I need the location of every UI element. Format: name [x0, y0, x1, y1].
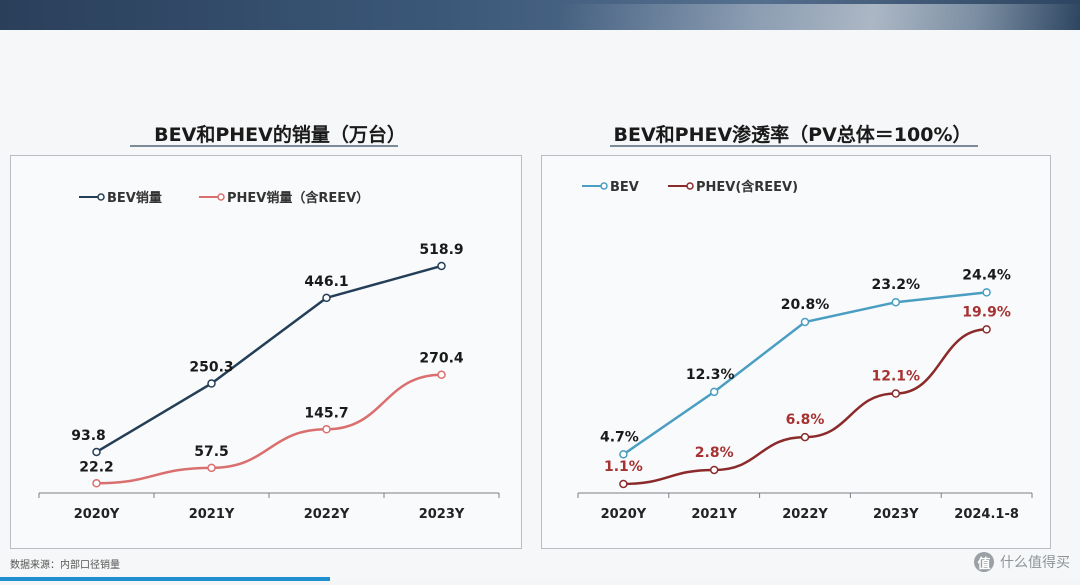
- data-label: 12.1%: [872, 369, 921, 385]
- data-label: 57.5: [194, 444, 229, 460]
- data-label: 20.8%: [781, 297, 830, 313]
- data-point: [92, 447, 101, 457]
- data-point: [800, 317, 810, 327]
- x-tick-label: 2021Y: [189, 507, 235, 522]
- data-label: 518.9: [419, 242, 463, 258]
- data-point: [437, 261, 446, 271]
- banner-highlight: [560, 4, 1080, 30]
- data-point: [619, 479, 628, 489]
- x-tick-label: 2022Y: [782, 507, 828, 522]
- legend-label: PHEV销量（含REEV）: [227, 190, 369, 206]
- data-label: 23.2%: [872, 277, 921, 293]
- legend-swatch-marker: [686, 182, 694, 190]
- data-label: 6.8%: [786, 412, 825, 428]
- x-tick-label: 2024.1-8: [954, 507, 1019, 522]
- data-point: [891, 389, 901, 398]
- x-tick-label: 2020Y: [601, 507, 647, 522]
- data-label: 24.4%: [962, 267, 1011, 283]
- data-point: [619, 450, 628, 459]
- data-label: 270.4: [419, 351, 464, 367]
- data-point: [709, 465, 719, 475]
- series-line: [95, 264, 442, 454]
- x-tick-label: 2023Y: [873, 507, 919, 522]
- data-label: 93.8: [71, 428, 106, 444]
- footer-accent-bar: [0, 577, 330, 581]
- data-label: 19.9%: [962, 304, 1011, 320]
- data-label: 4.7%: [600, 429, 639, 445]
- watermark-logo-icon: 值: [974, 552, 994, 572]
- data-label: 2.8%: [695, 445, 734, 461]
- data-label: 1.1%: [604, 459, 643, 475]
- site-watermark: 值 什么值得买: [974, 550, 1070, 574]
- data-label: 250.3: [189, 359, 233, 375]
- data-point: [982, 288, 991, 297]
- title-underline-sales: [130, 145, 398, 147]
- data-point: [437, 370, 446, 379]
- legend-swatch-marker: [217, 193, 225, 201]
- chart-panel-sales: 2020Y 2021Y 2022Y 2023Y BEV销量 PHEV销量（含REEV） 93…: [10, 155, 522, 549]
- chart-title-penetration: BEV和PHEV渗透率（PV总体＝100%）: [613, 124, 972, 146]
- data-point: [92, 479, 101, 488]
- penetration-line-chart: 2020Y 2021Y 2022Y 2023Y 2024.1-8 BEV PHEV(含REE…: [577, 179, 1033, 522]
- slide: BEV和PHEV的销量（万台） 2020Y 2021Y 2022Y 2023Y BEV销…: [0, 30, 1080, 580]
- data-label: 145.7: [304, 405, 348, 421]
- data-point: [207, 379, 216, 388]
- legend-label: BEV销量: [107, 190, 162, 206]
- legend-swatch-marker: [600, 182, 608, 190]
- x-tick-label: 2021Y: [691, 507, 737, 522]
- data-label: 22.2: [79, 459, 114, 475]
- header-banner-image: [0, 0, 1080, 30]
- sales-line-chart: 2020Y 2021Y 2022Y 2023Y BEV销量 PHEV销量（含REEV） 93…: [38, 190, 500, 522]
- data-point: [322, 293, 331, 303]
- series-line: [96, 373, 442, 485]
- data-point: [709, 387, 719, 397]
- x-tick-label: 2022Y: [304, 507, 350, 522]
- watermark-text: 什么值得买: [1000, 555, 1070, 571]
- legend-label: PHEV(含REEV): [696, 179, 798, 195]
- chart-panel-penetration: 2020Y 2021Y 2022Y 2023Y 2024.1-8 BEV PHEV(含REE…: [541, 155, 1051, 549]
- data-point: [207, 463, 216, 473]
- data-point: [982, 325, 991, 334]
- data-point: [800, 432, 810, 442]
- source-note: 数据来源：内部口径销量: [10, 560, 120, 571]
- legend-label: BEV: [610, 180, 639, 195]
- series-line: [623, 328, 987, 486]
- data-point: [322, 425, 331, 434]
- data-label: 12.3%: [686, 367, 735, 383]
- x-tick-label: 2023Y: [419, 507, 465, 522]
- data-label: 446.1: [304, 274, 348, 290]
- x-tick-label: 2020Y: [74, 507, 120, 522]
- title-underline-penetration: [610, 145, 978, 147]
- legend-swatch-marker: [97, 193, 105, 201]
- chart-title-sales: BEV和PHEV的销量（万台）: [154, 124, 406, 146]
- data-point: [891, 297, 901, 307]
